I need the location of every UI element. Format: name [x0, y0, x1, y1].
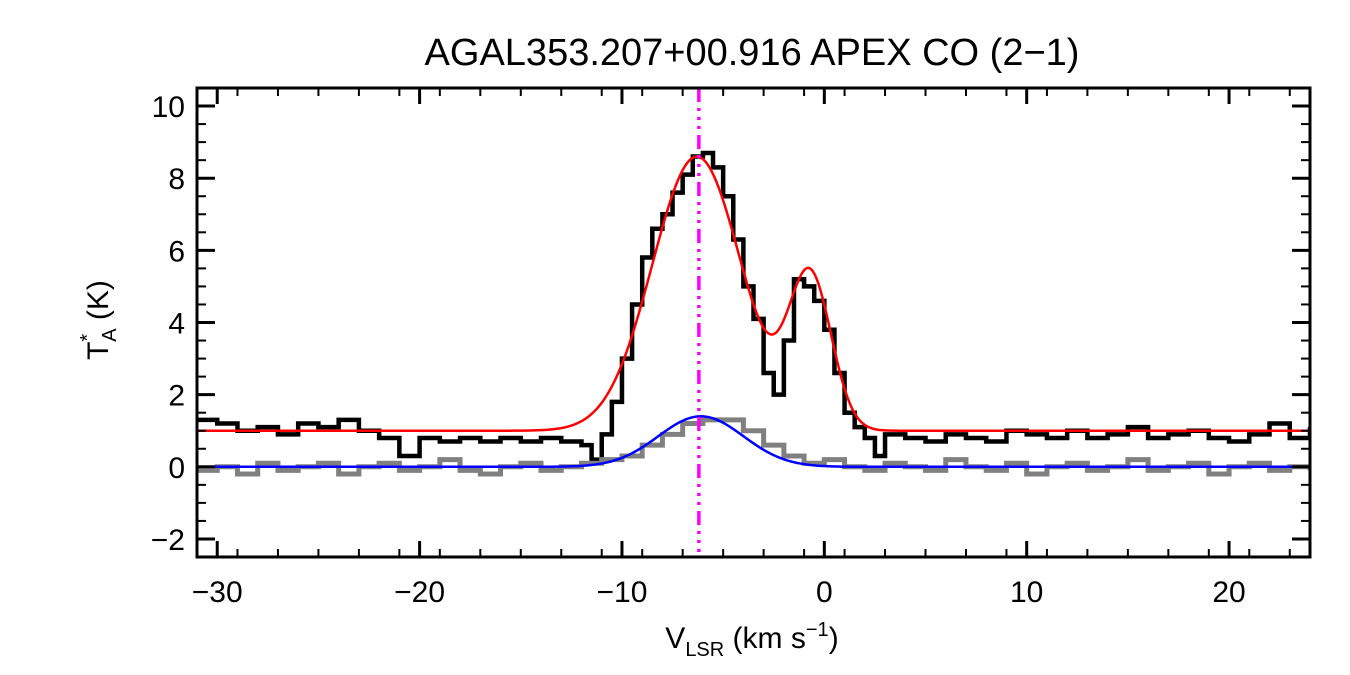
axis-ticks: [196, 87, 1310, 558]
series-layer: [197, 150, 1310, 477]
plot-frame: [195, 86, 1312, 559]
x-tick-label: −10: [597, 576, 648, 609]
x-tick-label: −20: [394, 576, 445, 609]
y-axis-label: T*A (K): [77, 280, 121, 360]
plot-area: [195, 86, 1312, 559]
y-tick-label: −2: [151, 524, 185, 557]
series-line-3: [197, 415, 1310, 469]
x-tick-label: 0: [816, 576, 833, 609]
series-line-2: [197, 155, 1310, 432]
y-tick-label: 6: [168, 235, 185, 268]
series-line-1: [197, 417, 1310, 477]
y-tick-label: 0: [168, 452, 185, 485]
x-tick-label: −30: [192, 576, 243, 609]
y-tick-label: 10: [152, 91, 185, 124]
x-tick-label: 20: [1212, 576, 1245, 609]
x-tick-label: 10: [1010, 576, 1043, 609]
y-tick-label: 4: [168, 308, 185, 341]
x-axis-label: VLSR (km s−1): [665, 619, 838, 661]
chart-title: AGAL353.207+00.916 APEX CO (2−1): [425, 32, 1080, 74]
y-tick-label: 2: [168, 380, 185, 413]
y-tick-label: 8: [168, 163, 185, 196]
